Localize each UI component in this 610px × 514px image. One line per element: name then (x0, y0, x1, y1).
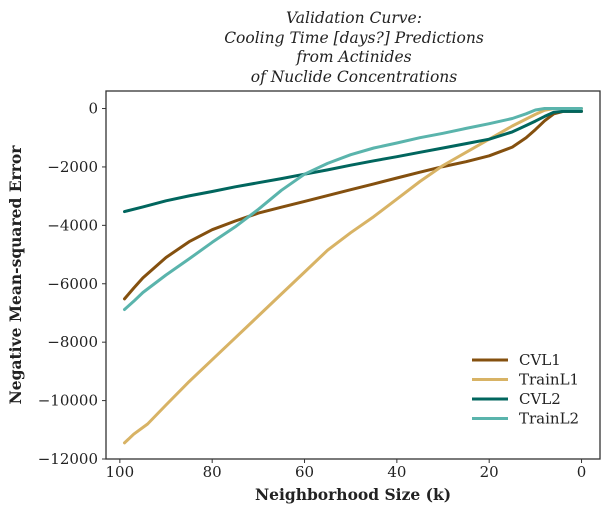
y-tick-label: −2000 (47, 158, 98, 176)
series-line-cvl2 (123, 109, 583, 214)
legend-item: CVL2 (472, 390, 561, 408)
chart-title-line-3: from Actinides (295, 48, 411, 66)
x-axis-ticks: 100 80 60 40 20 0 (106, 459, 587, 481)
y-tick-label: −4000 (47, 216, 98, 234)
legend-item: TrainL2 (472, 410, 579, 428)
chart-title-line-4: of Nuclide Concentrations (251, 68, 458, 86)
legend-label: CVL1 (519, 351, 561, 369)
y-tick-label: 0 (88, 100, 98, 118)
y-tick-label: −12000 (38, 450, 98, 468)
legend-item: TrainL1 (472, 371, 579, 389)
x-tick-label: 40 (387, 463, 406, 481)
legend-label: CVL2 (519, 390, 561, 408)
series-lines (123, 107, 583, 445)
chart-title: Validation Curve: Cooling Time [days?] P… (224, 9, 484, 86)
x-tick-label: 20 (480, 463, 499, 481)
y-tick-label: −8000 (47, 333, 98, 351)
series-line-trainl2 (123, 107, 583, 311)
legend-label: TrainL1 (519, 371, 579, 389)
x-axis-label: Neighborhood Size (k) (255, 485, 451, 504)
x-tick-label: 60 (295, 463, 314, 481)
x-tick-label: 100 (106, 463, 135, 481)
plot-area-frame (105, 90, 601, 460)
y-axis-label: Negative Mean-squared Error (6, 145, 25, 405)
x-tick-label: 0 (577, 463, 587, 481)
y-axis-ticks: 0 −2000 −4000 −6000 −8000 −10000 −12000 (38, 100, 106, 468)
chart-title-line-2: Cooling Time [days?] Predictions (224, 29, 484, 47)
series-line-cvl1 (123, 109, 583, 301)
y-tick-label: −10000 (38, 392, 98, 410)
legend-label: TrainL2 (519, 410, 579, 428)
y-tick-label: −6000 (47, 275, 98, 293)
legend-item: CVL1 (472, 351, 561, 369)
series-line-trainl1 (123, 107, 583, 445)
chart-title-line-1: Validation Curve: (286, 9, 422, 27)
x-tick-label: 80 (203, 463, 222, 481)
